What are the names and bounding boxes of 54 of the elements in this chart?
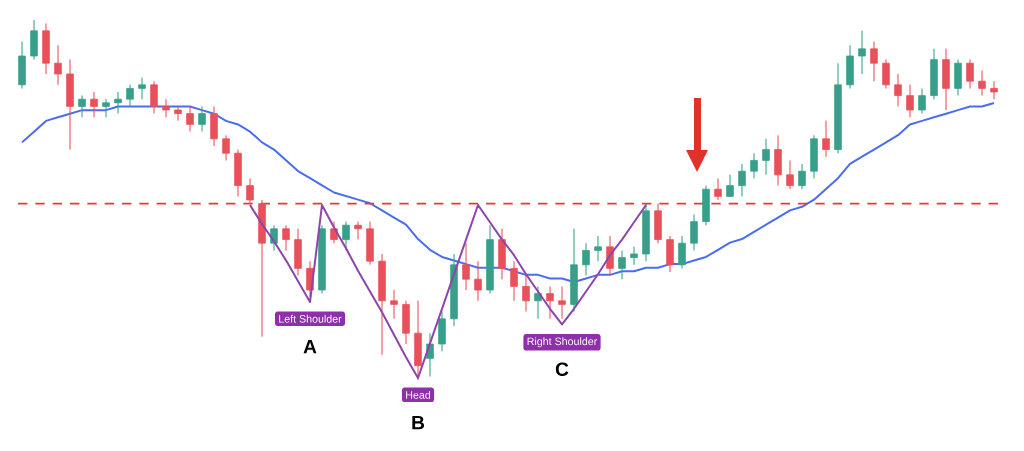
annotation: C bbox=[555, 362, 569, 377]
candlestick bbox=[918, 87, 926, 115]
candlestick bbox=[738, 163, 746, 197]
text: Head bbox=[406, 390, 431, 399]
candlestick bbox=[630, 246, 638, 266]
candlestick bbox=[906, 84, 914, 118]
candlestick bbox=[162, 98, 170, 118]
text: B bbox=[412, 416, 425, 430]
candlestick bbox=[990, 80, 998, 100]
candlestick bbox=[678, 235, 686, 269]
candlestick bbox=[150, 80, 158, 115]
candlestick bbox=[582, 242, 590, 277]
candlestick bbox=[534, 285, 542, 320]
candlestick bbox=[114, 91, 122, 115]
candlestick bbox=[126, 84, 134, 107]
candlestick bbox=[474, 260, 482, 302]
candlestick bbox=[798, 163, 806, 190]
candlestick bbox=[462, 242, 470, 291]
annotation: Left Shoulder bbox=[279, 314, 342, 323]
candlestick bbox=[594, 235, 602, 262]
candlestick bbox=[882, 59, 890, 89]
candlestick bbox=[102, 98, 110, 118]
candlestick bbox=[222, 134, 230, 161]
candlestick bbox=[618, 249, 626, 280]
candlestick bbox=[342, 221, 350, 251]
candlestick bbox=[78, 95, 86, 118]
candlestick bbox=[762, 138, 770, 176]
candlestick bbox=[54, 44, 62, 86]
annotation: A bbox=[303, 339, 317, 354]
candlestick bbox=[390, 289, 398, 320]
candlestick bbox=[870, 41, 878, 82]
candlestick bbox=[246, 177, 254, 205]
candlestick bbox=[822, 120, 830, 158]
candlestick bbox=[174, 105, 182, 122]
candlestick bbox=[90, 91, 98, 118]
candlestick bbox=[894, 73, 902, 107]
candlestick bbox=[966, 59, 974, 89]
candlestick bbox=[786, 159, 794, 190]
candlestick bbox=[690, 213, 698, 251]
candlestick bbox=[714, 177, 722, 201]
candlestick bbox=[522, 275, 530, 313]
candlestick bbox=[978, 69, 986, 97]
candlestick bbox=[282, 224, 290, 251]
candlestick bbox=[726, 174, 734, 197]
candlestick bbox=[546, 285, 554, 320]
candlestick bbox=[558, 285, 566, 320]
candlestick bbox=[858, 30, 866, 75]
candlestick bbox=[510, 260, 518, 302]
annotation: Right Shoulder bbox=[527, 337, 598, 348]
candlestick bbox=[750, 152, 758, 179]
candlestick bbox=[198, 105, 206, 133]
candlestick bbox=[186, 105, 194, 133]
candlestick bbox=[138, 77, 146, 100]
candlestick bbox=[354, 221, 362, 241]
